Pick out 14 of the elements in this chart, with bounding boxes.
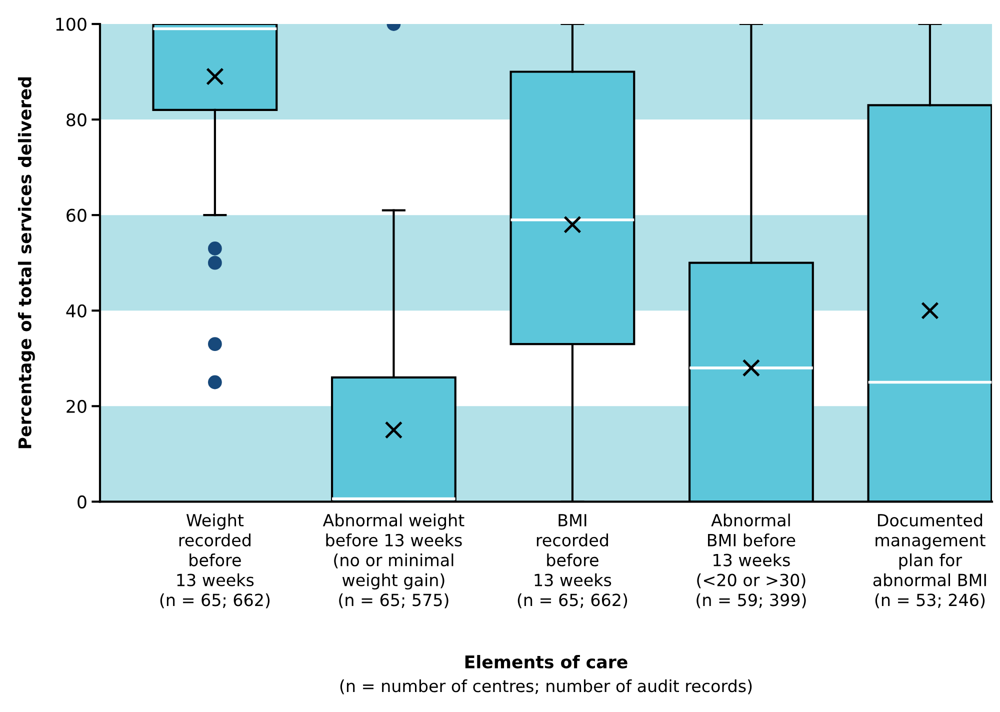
x-tick-label: Abnormal weight before 13 weeks (no or minimal weight gain) (n = 65; 575) — [322, 514, 464, 608]
y-tick-label: 100 — [56, 18, 86, 31]
y-tick-label: 60 — [66, 208, 86, 222]
text: (n = number of centres; number of audit records) — [340, 679, 752, 694]
x-tick-label: Abnormal BMI before 13 weeks (<20 or >30) (n = 59; 399) — [696, 514, 806, 608]
y-axis-title: Percentage of total services delivered — [18, 77, 35, 448]
x-axis-title: Elements of care — [465, 655, 628, 668]
y-tick-label: 0 — [78, 495, 86, 509]
x-tick-label: Documented management plan for abnormal BMI (n = 53; 246) — [873, 514, 986, 608]
y-tick-label: 80 — [66, 113, 86, 126]
x-tick-label: BMI recorded before 13 weeks (n = 65; 662) — [518, 514, 628, 608]
y-tick-label: 20 — [66, 400, 86, 413]
x-tick-label: Weight recorded before 13 weeks (n = 65; 662) — [160, 514, 270, 608]
y-tick-label: 40 — [66, 304, 86, 318]
